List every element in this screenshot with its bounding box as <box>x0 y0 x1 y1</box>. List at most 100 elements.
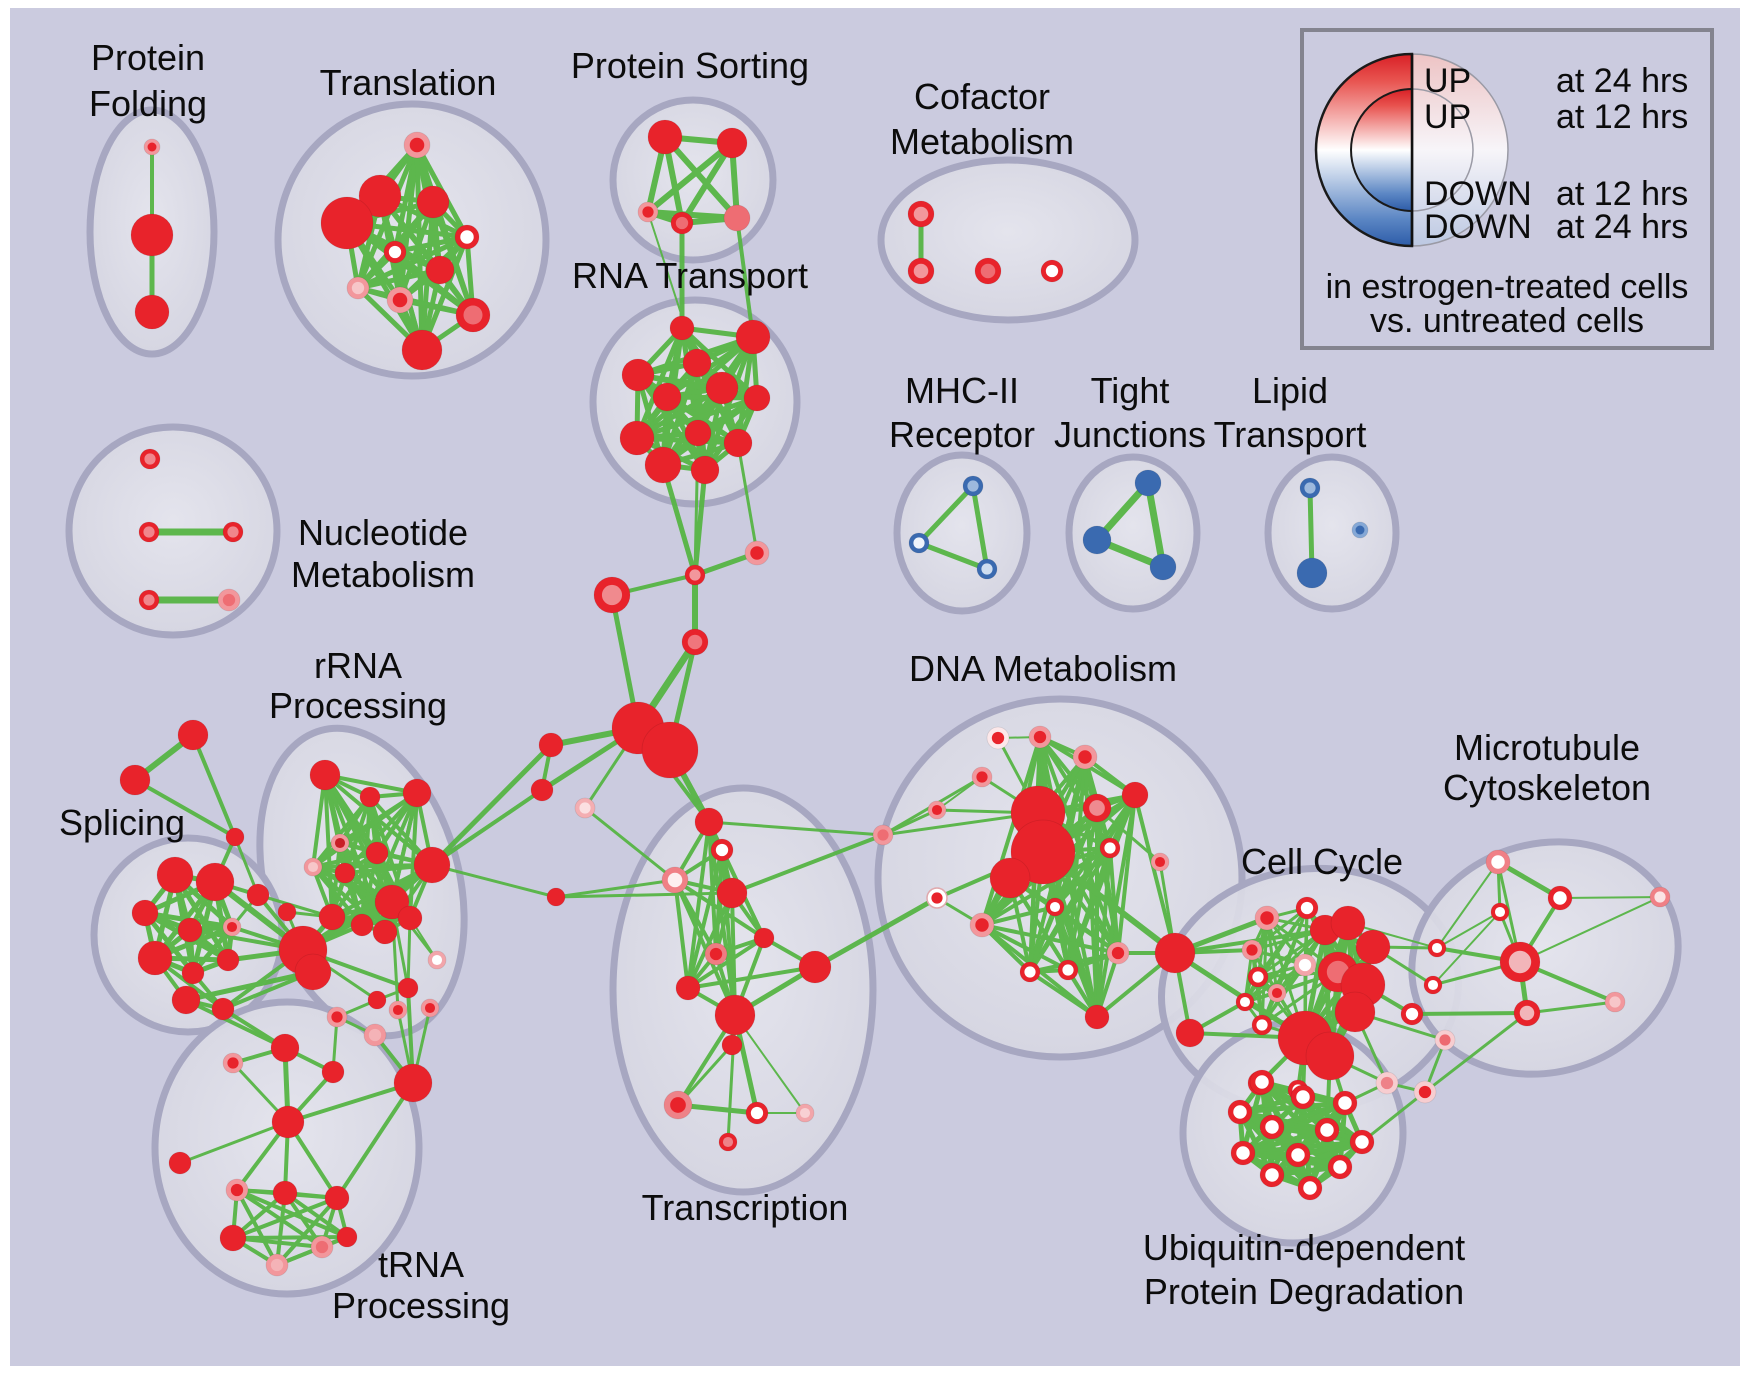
node-outer-ring <box>211 997 235 1021</box>
cluster-label-splicing: Splicing <box>59 802 185 843</box>
node-inner-core <box>687 634 703 650</box>
network-node-mt5 <box>1499 941 1541 983</box>
network-edge <box>283 1191 349 1239</box>
cluster-label-nucleotide-metabolism: Metabolism <box>291 554 475 595</box>
node-outer-ring <box>716 877 748 909</box>
network-edge <box>916 540 990 572</box>
node-inner-core <box>307 861 319 873</box>
network-node-ub11 <box>1327 1154 1353 1180</box>
cluster-label-cofactor-metabolism: Cofactor <box>914 76 1050 117</box>
node-inner-core <box>1236 1146 1250 1160</box>
cluster-ellipse-cofactor-metabolism <box>877 156 1139 324</box>
node-outer-ring <box>716 127 748 159</box>
node-inner-core <box>1024 966 1036 978</box>
node-outer-ring <box>358 174 402 218</box>
network-node-mg2 <box>294 953 332 991</box>
network-node-tr5 <box>454 224 480 250</box>
node-inner-core <box>1333 1160 1347 1174</box>
node-outer-ring <box>324 1185 350 1211</box>
legend: UP at 24 hrs UP at 12 hrs DOWN at 12 hrs… <box>1300 28 1714 350</box>
network-node-dn8 <box>989 857 1031 899</box>
network-node-cc5 <box>1355 929 1391 965</box>
legend-down-12-time: at 12 hrs <box>1556 175 1688 213</box>
node-inner-core <box>976 771 988 783</box>
network-node-rr15 <box>367 990 387 1010</box>
node-outer-ring <box>270 1033 300 1063</box>
node-inner-core <box>1049 901 1061 913</box>
network-node-tn18 <box>336 1226 358 1248</box>
network-node-tx7 <box>675 975 701 1001</box>
network-edge <box>231 1196 339 1240</box>
network-edge <box>673 878 766 940</box>
network-edge <box>730 891 737 1017</box>
network-edge <box>1240 1127 1330 1156</box>
network-node-rt9 <box>723 428 753 458</box>
network-node-dn14 <box>969 912 995 938</box>
network-node-ub7 <box>1349 1129 1375 1155</box>
network-node-sp3 <box>131 899 159 927</box>
cluster-label-nucleotide-metabolism: Nucleotide <box>298 512 468 553</box>
node-inner-core <box>967 480 979 492</box>
cluster-label-trna-processing: Processing <box>332 1285 510 1326</box>
network-node-tx5 <box>753 927 775 949</box>
network-edge <box>1519 896 1661 963</box>
network-edge <box>714 848 724 956</box>
node-outer-ring <box>401 329 443 371</box>
node-inner-core <box>667 872 683 888</box>
cluster-label-tight-junctions: Tight <box>1091 370 1170 411</box>
cluster-label-trna-processing: tRNA <box>378 1244 464 1285</box>
network-edge <box>311 773 327 869</box>
node-inner-core <box>392 1004 404 1016</box>
legend-12h-gradient-half <box>1350 87 1413 213</box>
network-node-nm2 <box>138 521 160 543</box>
network-edge <box>730 833 885 895</box>
network-node-md2 <box>530 778 554 802</box>
node-inner-core <box>1265 1120 1279 1134</box>
network-node-mt2 <box>1547 885 1573 911</box>
network-node-sp5 <box>222 917 242 937</box>
cluster-label-cell-cycle: Cell Cycle <box>1241 841 1403 882</box>
network-node-lp2 <box>1296 557 1328 589</box>
network-node-tr2 <box>358 174 402 218</box>
node-inner-core <box>1252 971 1264 983</box>
cluster-label-ubiquitin-degradation: Ubiquitin-dependent <box>1143 1227 1465 1268</box>
node-inner-core <box>230 1183 244 1197</box>
network-edge <box>812 895 940 970</box>
node-inner-core <box>913 206 929 222</box>
network-node-cc13 <box>1235 992 1255 1012</box>
network-node-mt8 <box>1604 991 1626 1013</box>
network-edge <box>178 1120 290 1165</box>
network-node-cc12 <box>1267 983 1287 1003</box>
node-inner-core <box>222 593 236 607</box>
node-inner-core <box>1045 264 1059 278</box>
node-inner-core <box>143 594 155 606</box>
node-outer-ring <box>619 420 655 456</box>
network-node-tn7 <box>420 998 440 1018</box>
network-node-tn6 <box>363 1023 387 1047</box>
network-node-rr12 <box>397 905 423 931</box>
node-inner-core <box>750 546 764 560</box>
network-node-sp2 <box>195 862 235 902</box>
legend-up-12-time: at 12 hrs <box>1556 98 1688 136</box>
cluster-label-rrna-processing: rRNA <box>314 645 402 686</box>
network-edge <box>1436 861 1499 949</box>
node-inner-core <box>368 1028 382 1042</box>
node-inner-core <box>226 921 238 933</box>
network-node-tn13 <box>272 1180 298 1206</box>
network-node-tr1 <box>403 131 431 159</box>
node-outer-ring <box>1121 781 1149 809</box>
network-edge <box>184 998 287 1050</box>
node-outer-ring <box>723 428 753 458</box>
network-node-cc14 <box>1251 1014 1273 1036</box>
node-outer-ring <box>137 940 173 976</box>
network-node-cc8 <box>1334 991 1376 1033</box>
cluster-label-microtubule-cytoskeleton: Microtubule <box>1454 727 1640 768</box>
network-node-cf3 <box>974 257 1002 285</box>
network-node-rr16 <box>388 1000 408 1020</box>
network-node-rr18 <box>277 902 297 922</box>
network-edge <box>1559 896 1661 899</box>
network-node-ub3 <box>1332 1090 1358 1116</box>
network-node-cc10 <box>1241 939 1263 961</box>
node-inner-core <box>334 837 346 849</box>
network-node-dn17 <box>1106 941 1130 965</box>
